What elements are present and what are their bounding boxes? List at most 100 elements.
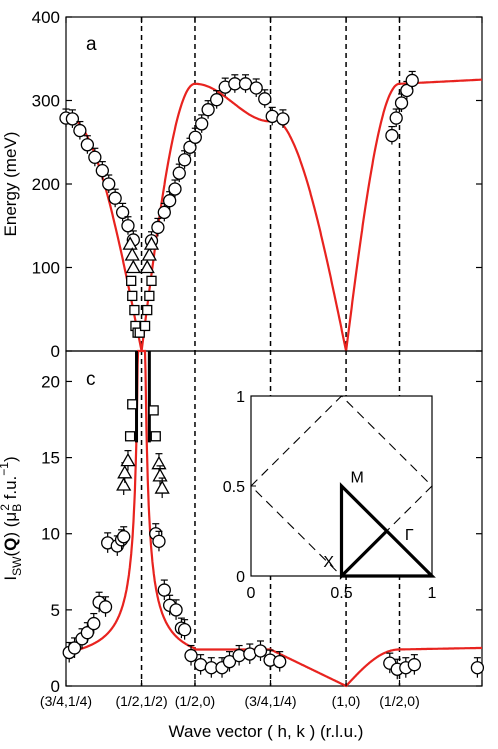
panel-c-circle-point <box>273 654 287 669</box>
panel-c-circle-point <box>253 644 268 658</box>
panel-a-square-point <box>134 327 145 338</box>
panel-a-circle-point <box>102 177 116 191</box>
inset-y-tick-label: 0 <box>236 569 245 586</box>
panel-a-square-point <box>127 290 138 302</box>
panel-a-circle-point <box>276 112 290 126</box>
y-label-part: B <box>10 504 24 512</box>
panel-a-square-point <box>126 275 137 287</box>
panel-a-y-axis-label: Energy (meV) <box>1 132 20 237</box>
panel-a-circle-point <box>195 117 209 131</box>
panel-a-y-tick-label: 200 <box>32 175 60 194</box>
panel-a-circle-point <box>249 81 263 95</box>
panel-a-circle-point <box>168 182 182 196</box>
panel-c-circle-point <box>407 658 422 672</box>
y-label-part: 2 <box>0 504 12 511</box>
x-tick-label: (1/2,0) <box>379 693 419 709</box>
panel-a-circle-point <box>385 128 399 143</box>
panel-c-y-tick-label: 10 <box>41 525 60 544</box>
panel-c-circle-point <box>67 641 82 655</box>
panel-c-frame <box>65 350 483 687</box>
panel-a-circle-point <box>183 140 197 154</box>
inset-x-tick-label: 1 <box>428 585 437 602</box>
panel-c-circle-point <box>169 603 183 617</box>
panel-c-y-tick-label: 0 <box>51 677 60 696</box>
panel-a-circle-point <box>400 83 414 98</box>
panel-c-y-tick-label: 20 <box>41 372 60 391</box>
panel-a-square-point <box>139 320 151 332</box>
y-label-part: I <box>1 576 20 581</box>
x-axis: (3/4,1/4) (1/2,1/2) (1/2,0) (3/4,1/4) (1,0) (… <box>40 17 483 709</box>
inset-point-label: Γ <box>405 527 414 544</box>
panel-a-circle-point <box>65 112 80 126</box>
inset-point-label: X <box>323 554 334 571</box>
panel-a-square-point <box>142 304 153 316</box>
panel-a-square-point <box>146 275 157 287</box>
y-label-part: −1 <box>0 462 11 476</box>
panel-c-triangle-point <box>116 477 132 491</box>
inset-point-label: M <box>351 469 364 486</box>
panel-c-y-tick-label: 5 <box>51 601 60 620</box>
y-label-part: (μ <box>1 512 20 527</box>
x-tick-label: (3/4,1/4) <box>244 693 296 709</box>
panel-a-circle-point <box>210 93 224 107</box>
panel-a-circle-point <box>389 111 403 125</box>
panel-a-circle-point <box>177 153 192 167</box>
panel-a-circle-point <box>258 92 272 106</box>
panel-a-square-point <box>144 290 155 302</box>
panel-c-square-point <box>127 399 138 410</box>
panel-c-circle-point <box>117 530 131 544</box>
panel-a-square-point <box>129 304 140 316</box>
panel-c-circle-point <box>87 616 101 631</box>
y-label-part: ) <box>1 456 20 462</box>
panel-c-circle-point <box>177 623 192 637</box>
panel-c-triangle-point <box>120 452 136 467</box>
panel-c-triangle-point <box>151 455 167 470</box>
panel-a-y-tick-label: 400 <box>32 8 60 27</box>
panel-a-circle-point <box>115 205 130 220</box>
panel-c-circle-point <box>98 600 113 614</box>
inset-x-tick-label: 0 <box>247 585 256 602</box>
panel-c-square-point <box>124 431 136 442</box>
x-tick-label: (3/4,1/4) <box>40 693 92 709</box>
y-label-part: Q <box>1 538 20 551</box>
x-axis-label: Wave vector ( h, k ) (r.l.u.) <box>169 722 364 741</box>
panel-c-y-tick-label: 15 <box>41 449 60 468</box>
y-label-part: SW <box>10 556 24 576</box>
panel-a-circle-point <box>121 219 135 233</box>
inset-plot: 0 0.5 1 0 0.5 1 X M Γ <box>223 389 437 602</box>
panel-a-circle-point <box>151 220 165 235</box>
panel-a-y-tick-label: 300 <box>32 92 60 111</box>
panel-a-triangle-point <box>143 236 160 250</box>
y-label-part: ) <box>1 527 20 537</box>
x-tick-label: (1/2,1/2) <box>115 693 167 709</box>
x-tick-label: (1/2,0) <box>175 693 215 709</box>
panel-c-circle-point <box>470 661 485 675</box>
inset-y-tick-label: 0.5 <box>223 479 245 496</box>
inset-high-symmetry-path <box>339 482 436 580</box>
panel-c-square-point <box>148 405 159 416</box>
inset-zone-boundary-dashed <box>250 395 433 577</box>
panel-a-circle-point <box>73 123 87 138</box>
panel-a-circle-point <box>172 166 186 180</box>
x-tick-label: (1,0) <box>332 693 361 709</box>
panel-a-circle-point <box>88 150 102 164</box>
panel-c-triangle-point <box>154 480 170 494</box>
panel-a-circle-point <box>80 138 95 152</box>
panel-a-triangle-point <box>139 259 155 274</box>
panel-a-y-tick-label: 0 <box>51 342 60 361</box>
panel-c-square-point <box>150 431 161 442</box>
panel-a-circle-point <box>108 191 122 205</box>
panel-c-circle-point <box>152 534 166 548</box>
panel-a-circle-point <box>394 96 409 110</box>
panel-a-triangle-point <box>125 259 141 274</box>
panel-c-circle-point <box>184 648 198 663</box>
panel-a-circle-point <box>265 109 279 124</box>
panel-a-circle-point <box>201 103 215 117</box>
panel-c-circle-point <box>222 654 237 669</box>
y-label-part: ( <box>1 551 20 557</box>
panel-a-triangle-point <box>124 247 140 261</box>
panel-a-circle-point <box>405 73 419 88</box>
panel-c-y-axis-label: ISW(Q) (μB2 f.u.−1) <box>0 456 24 580</box>
